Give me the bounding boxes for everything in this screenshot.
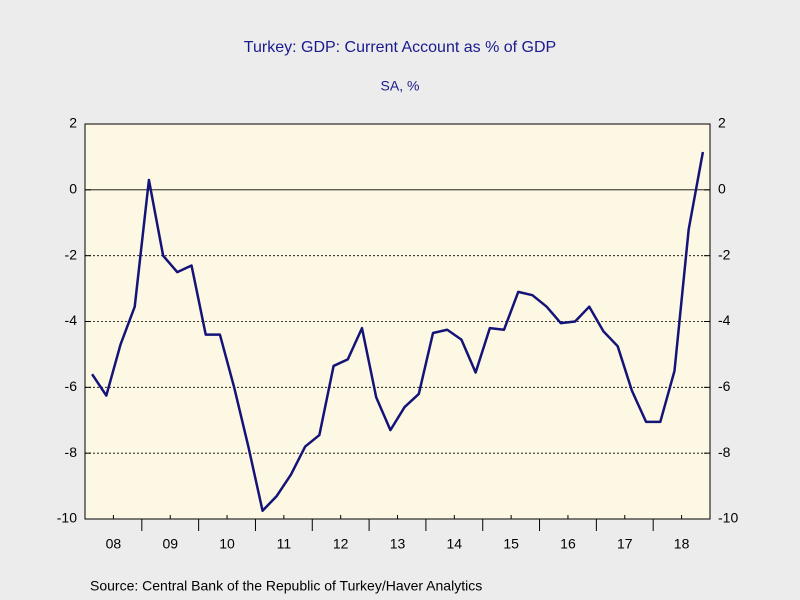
x-tick-label: 15 [503,536,519,552]
x-tick-label: 13 [390,536,406,552]
y-tick-label: -2 [65,246,78,262]
x-tick-label: 10 [219,536,235,552]
x-tick-label: 17 [617,536,633,552]
source: Source: Central Bank of the Republic of … [90,578,482,594]
chart-subtitle: SA, % [381,78,420,94]
y2-tick-label: -8 [718,444,731,460]
y2-tick-label: 0 [718,181,726,197]
x-tick-label: 14 [447,536,463,552]
y-tick-label: -6 [65,378,78,394]
data-line [91,151,705,513]
y-tick-label: 0 [69,181,77,197]
x-tick-label: 09 [162,536,178,552]
x-tick-label: 11 [277,536,292,552]
y-tick-label: -4 [65,312,78,328]
y-tick-label: -10 [57,510,77,526]
chart-title: Turkey: GDP: Current Account as % of GDP [244,39,556,56]
x-tick-label: 08 [106,536,122,552]
y2-tick-label: 2 [718,115,726,131]
y2-tick-label: -6 [718,378,731,394]
y2-tick-label: -10 [718,510,738,526]
y2-tick-label: -2 [718,246,731,262]
x-tick-label: 18 [674,536,690,552]
x-tick-label: 12 [333,536,349,552]
x-tick-label: 16 [560,536,576,552]
y-tick-label: -8 [65,444,78,460]
y-tick-label: 2 [69,115,77,131]
y2-tick-label: -4 [718,312,731,328]
